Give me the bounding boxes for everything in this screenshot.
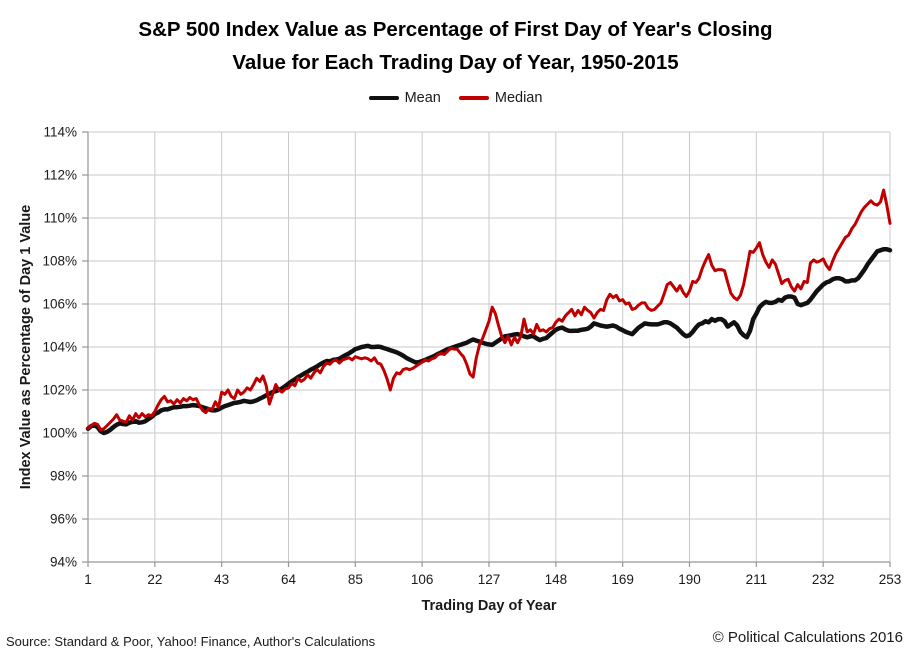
x-tick-label: 169 xyxy=(611,572,634,587)
x-tick-label: 22 xyxy=(147,572,162,587)
x-tick-label: 106 xyxy=(411,572,434,587)
legend-label-median: Median xyxy=(494,90,543,106)
y-tick-label: 104% xyxy=(42,340,77,355)
legend-item-mean: Mean xyxy=(368,90,441,106)
chart-title-line2: Value for Each Trading Day of Year, 1950… xyxy=(232,51,679,74)
x-tick-label: 1 xyxy=(84,572,92,587)
x-tick-label: 43 xyxy=(214,572,229,587)
legend-item-median: Median xyxy=(458,90,543,106)
x-tick-label: 253 xyxy=(879,572,902,587)
y-tick-label: 96% xyxy=(50,512,77,527)
x-tick-label: 127 xyxy=(478,572,501,587)
x-tick-label: 232 xyxy=(812,572,835,587)
y-tick-label: 94% xyxy=(50,555,77,570)
source-note: Source: Standard & Poor, Yahoo! Finance,… xyxy=(6,634,376,649)
x-tick-label: 211 xyxy=(746,572,768,587)
chart-title-line1: S&P 500 Index Value as Percentage of Fir… xyxy=(138,18,773,41)
legend: Mean Median xyxy=(0,90,911,106)
y-tick-label: 114% xyxy=(43,125,77,140)
x-axis-title: Trading Day of Year xyxy=(421,598,557,614)
mean-series-line xyxy=(85,246,893,436)
chart-title: S&P 500 Index Value as Percentage of Fir… xyxy=(0,13,911,79)
y-tick-label: 108% xyxy=(42,254,77,269)
y-tick-label: 100% xyxy=(42,426,77,441)
y-tick-label: 102% xyxy=(42,383,77,398)
mean-line-swatch xyxy=(368,96,399,100)
legend-label-mean: Mean xyxy=(404,90,441,106)
x-tick-label: 148 xyxy=(545,572,568,587)
median-series-line xyxy=(86,188,892,432)
y-tick-label: 110% xyxy=(43,211,77,226)
y-tick-label: 98% xyxy=(50,469,77,484)
copyright-note: © Political Calculations 2016 xyxy=(712,629,903,646)
x-tick-label: 64 xyxy=(281,572,297,587)
x-tick-label: 85 xyxy=(348,572,363,587)
y-axis-title: Index Value as Percentage of Day 1 Value xyxy=(18,204,34,490)
y-tick-label: 112% xyxy=(43,168,77,183)
median-line-swatch xyxy=(458,96,489,100)
x-tick-label: 190 xyxy=(678,572,701,587)
y-tick-label: 106% xyxy=(42,297,77,312)
